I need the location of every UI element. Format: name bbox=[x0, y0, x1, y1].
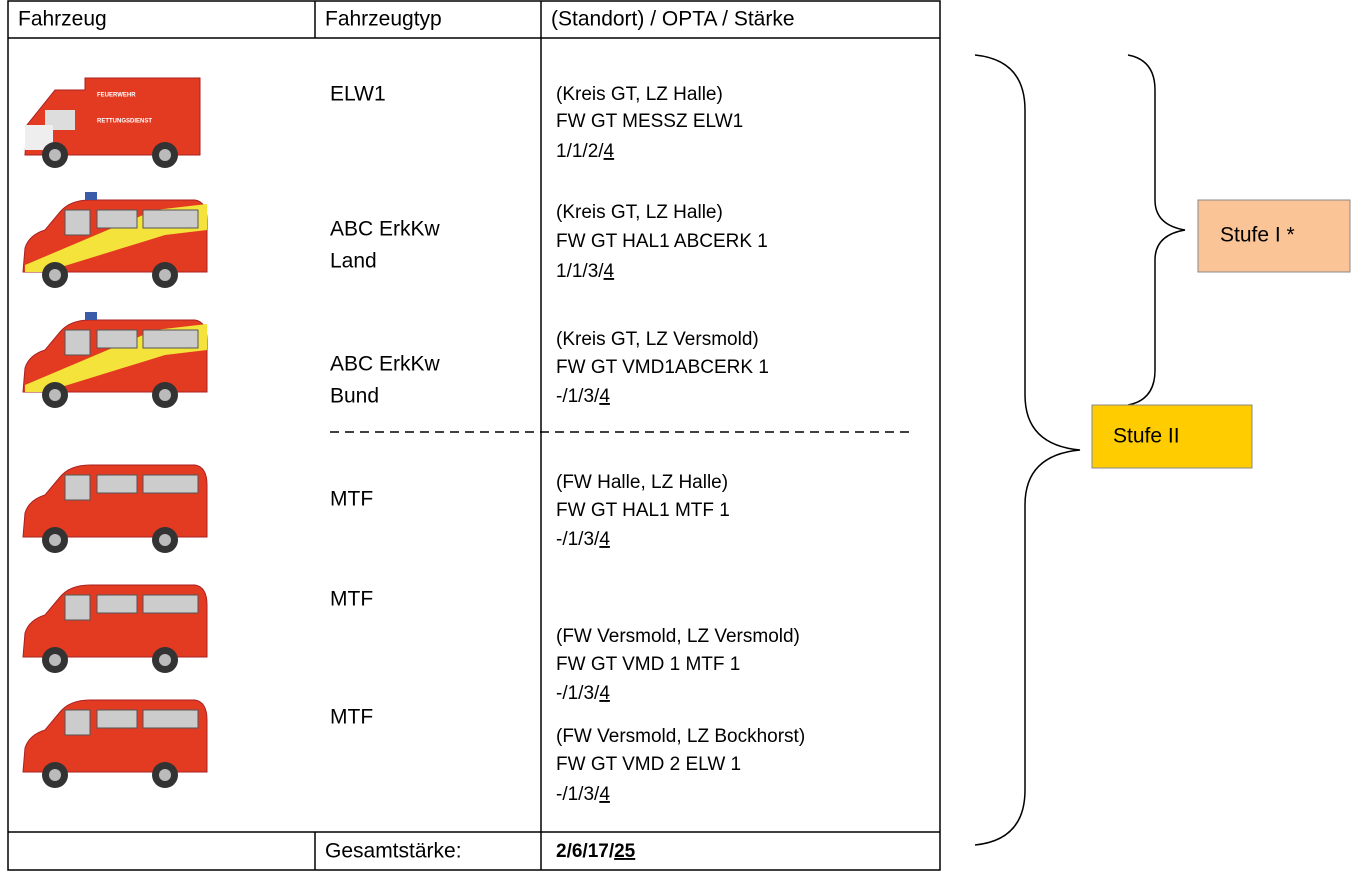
location: (FW Versmold, LZ Versmold) bbox=[556, 626, 800, 647]
hub bbox=[159, 269, 171, 281]
hub bbox=[49, 149, 61, 161]
beacon bbox=[85, 192, 97, 200]
van-window bbox=[96, 474, 138, 494]
van-window bbox=[96, 594, 138, 614]
van-window bbox=[64, 209, 91, 236]
van-window bbox=[64, 594, 91, 621]
van-window bbox=[142, 594, 199, 614]
strength: 4 bbox=[599, 386, 610, 407]
van-window bbox=[64, 709, 91, 736]
beacon bbox=[85, 312, 97, 320]
strength: 4 bbox=[599, 784, 610, 805]
braces bbox=[974, 54, 1186, 846]
van-window bbox=[64, 474, 91, 501]
van-window bbox=[96, 209, 138, 229]
opta-name: FW GT VMD 2 ELW 1 bbox=[556, 754, 741, 775]
vehicle-type: Bund bbox=[330, 385, 379, 408]
hub bbox=[159, 389, 171, 401]
opta-name: FW GT VMD1ABCERK 1 bbox=[556, 357, 769, 378]
van-window bbox=[64, 329, 91, 356]
vehicle-type: MTF bbox=[330, 706, 373, 729]
stufe-2-label: Stufe II bbox=[1113, 425, 1180, 448]
opta: -/1/3/ bbox=[556, 784, 600, 805]
strength: 4 bbox=[599, 529, 610, 550]
opta: -/1/3/ bbox=[556, 683, 600, 704]
total-opta: 2/6/17/ bbox=[556, 841, 615, 862]
van-window bbox=[96, 709, 138, 729]
opta-strength: 1/1/3/4 bbox=[556, 261, 615, 282]
hub bbox=[159, 534, 171, 546]
vehicle-image bbox=[22, 699, 208, 788]
opta-name: FW GT HAL1 MTF 1 bbox=[556, 500, 730, 521]
hub bbox=[49, 389, 61, 401]
stufe-1-box bbox=[1197, 199, 1351, 273]
location: (FW Versmold, LZ Bockhorst) bbox=[556, 726, 805, 747]
opta-strength: -/1/3/4 bbox=[556, 529, 610, 550]
hub bbox=[49, 269, 61, 281]
hub bbox=[159, 769, 171, 781]
header-cell: (Standort) / OPTA / Stärke bbox=[551, 8, 795, 31]
opta-strength: -/1/3/4 bbox=[556, 784, 610, 805]
opta-strength: -/1/3/4 bbox=[556, 386, 610, 407]
opta-strength: -/1/3/4 bbox=[556, 683, 610, 704]
vehicle-image bbox=[22, 192, 208, 288]
opta: -/1/3/ bbox=[556, 386, 600, 407]
opta-strength: 1/1/2/4 bbox=[556, 141, 615, 162]
location: (Kreis GT, LZ Halle) bbox=[556, 202, 723, 223]
van-window bbox=[142, 209, 199, 229]
strength: 4 bbox=[599, 683, 610, 704]
van-window bbox=[142, 329, 199, 349]
van-window bbox=[96, 329, 138, 349]
hub bbox=[49, 769, 61, 781]
vehicle-text: RETTUNGSDIENST bbox=[97, 119, 152, 125]
opta-name: FW GT HAL1 ABCERK 1 bbox=[556, 231, 768, 252]
strength: 4 bbox=[604, 141, 615, 162]
vehicle-text: FEUERWEHR bbox=[97, 93, 136, 99]
total-strength: 2/6/17/25 bbox=[556, 841, 636, 862]
vehicle-type: ELW1 bbox=[330, 83, 386, 106]
vehicle-type: MTF bbox=[330, 488, 373, 511]
strength: 4 bbox=[604, 261, 615, 282]
table-grid bbox=[7, 0, 941, 871]
stufe-2-box bbox=[1091, 404, 1253, 469]
vehicle-type: ABC ErkKw bbox=[330, 218, 441, 241]
vehicle-image bbox=[22, 464, 208, 553]
hub bbox=[49, 534, 61, 546]
vehicle-image bbox=[22, 312, 208, 408]
total-staerke: 25 bbox=[614, 841, 636, 862]
stufe-1-label: Stufe I * bbox=[1220, 224, 1295, 247]
opta-name: FW GT MESSZ ELW1 bbox=[556, 111, 743, 132]
total-label: Gesamtstärke: bbox=[325, 840, 462, 863]
location: (FW Halle, LZ Halle) bbox=[556, 472, 728, 493]
vehicle-image: FEUERWEHR RETTUNGSDIENST bbox=[24, 77, 201, 168]
vehicle-type: Land bbox=[330, 250, 377, 273]
van-window bbox=[142, 709, 199, 729]
van-window bbox=[142, 474, 199, 494]
vehicle-type: ABC ErkKw bbox=[330, 353, 441, 376]
hub bbox=[159, 654, 171, 666]
hub bbox=[49, 654, 61, 666]
vehicle-type: MTF bbox=[330, 588, 373, 611]
location: (Kreis GT, LZ Versmold) bbox=[556, 329, 759, 350]
opta: 1/1/3/ bbox=[556, 261, 604, 282]
header-cell: Fahrzeugtyp bbox=[325, 8, 442, 31]
opta: -/1/3/ bbox=[556, 529, 600, 550]
vehicle-image bbox=[22, 584, 208, 673]
opta: 1/1/2/ bbox=[556, 141, 604, 162]
hub bbox=[159, 149, 171, 161]
opta-name: FW GT VMD 1 MTF 1 bbox=[556, 654, 740, 675]
header-cell: Fahrzeug bbox=[18, 8, 107, 31]
location: (Kreis GT, LZ Halle) bbox=[556, 84, 723, 105]
